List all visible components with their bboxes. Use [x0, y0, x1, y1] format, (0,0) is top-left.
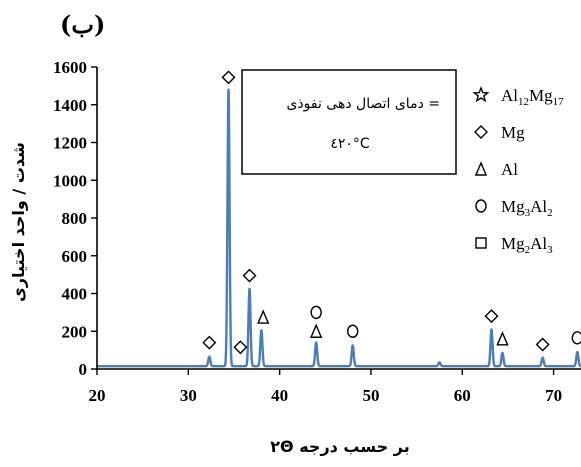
legend-label: Mg2Al3: [501, 234, 553, 256]
diamond-peak-marker: [221, 70, 236, 85]
y-tick-label: 1200: [53, 134, 87, 153]
x-axis-title: ۲Θ بر حسب درجه: [270, 437, 409, 456]
y-axis-title: شدت / واحد اختیاری: [9, 142, 28, 302]
triangle-peak-marker: [310, 323, 323, 338]
y-tick-label: 600: [62, 247, 88, 266]
legend-star-icon: [472, 86, 490, 103]
legend: Al12Mg17 Mg Al Mg3Al2 Mg2Al3: [472, 86, 564, 256]
y-tick-label: 400: [62, 285, 88, 304]
diamond-peak-marker: [233, 340, 248, 355]
diamond-peak-marker: [242, 268, 257, 283]
xrd-series-line: [95, 88, 581, 368]
triangle-peak-marker: [257, 309, 270, 324]
triangle-peak-marker: [496, 331, 509, 346]
panel-label: (ب): [60, 10, 105, 39]
diamond-peak-marker: [484, 309, 499, 324]
legend-label: Al12Mg17: [501, 86, 564, 108]
condition-note-line1: دمای اتصال دهی نفوذی =: [286, 96, 440, 112]
legend-label: Al: [501, 160, 518, 179]
x-tick-label: 40: [271, 386, 288, 405]
axes: 0 200 400 600 800 1000 1200 1400 1600 20 30 40 50 60 7…: [53, 58, 581, 405]
peak-annotation-layer: [202, 70, 581, 355]
legend-label: Mg: [501, 123, 525, 142]
x-tick-label: 70: [545, 386, 562, 405]
x-tick-label: 20: [89, 386, 106, 405]
circle-peak-marker: [571, 331, 581, 345]
y-tick-label: 0: [79, 360, 88, 379]
x-tick-label: 30: [180, 386, 197, 405]
legend-label: Mg3Al2: [501, 197, 553, 219]
y-tick-label: 1600: [53, 58, 87, 77]
legend-square-icon: [475, 237, 487, 249]
y-tick-label: 1000: [53, 171, 87, 190]
y-tick-label: 1400: [53, 96, 87, 115]
series-layer: [95, 88, 581, 368]
diamond-peak-marker: [535, 337, 550, 352]
y-tick-label: 800: [62, 209, 88, 228]
legend-triangle-icon: [474, 161, 488, 176]
y-tick-label: 200: [62, 322, 88, 341]
x-tick-label: 60: [454, 386, 471, 405]
circle-peak-marker: [346, 324, 359, 338]
diamond-peak-marker: [202, 335, 217, 350]
legend-circle-icon: [475, 199, 487, 213]
x-tick-label: 50: [362, 386, 379, 405]
circle-peak-marker: [310, 305, 322, 320]
condition-note-line2: ٤۲۰°C: [330, 136, 370, 152]
legend-diamond-icon: [474, 125, 488, 139]
condition-note-box: دمای اتصال دهی نفوذی = ٤۲۰°C: [241, 69, 457, 175]
